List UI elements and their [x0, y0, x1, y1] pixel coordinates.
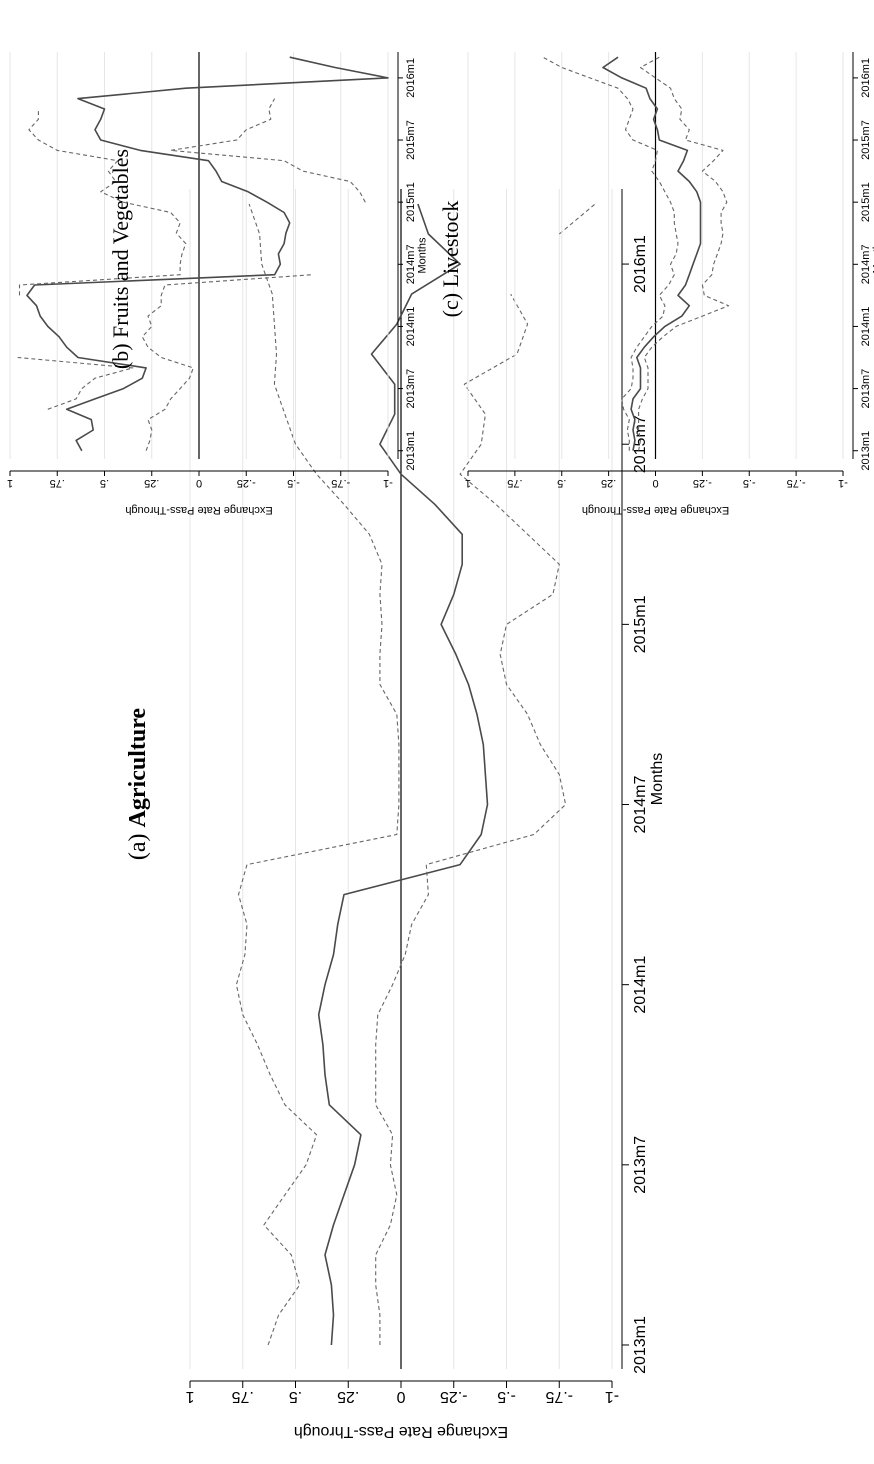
x-axis-title: Months	[649, 753, 666, 805]
panel-livestock: -1 -.75 -.5 -.25 0 .25 .5 .75 1 Exchange Rate Pas…	[438, 52, 874, 516]
y-tick-label: -.75	[331, 477, 350, 489]
x-tick-label: 2014m7	[405, 244, 417, 284]
panel-title-bold: Agriculture	[125, 708, 151, 828]
panel-title: (a) Agriculture	[125, 708, 151, 861]
panel-title-prefix: (a)	[125, 827, 151, 860]
x-axis-title: Months	[872, 237, 874, 274]
estimate-line	[26, 56, 389, 452]
y-tick-label: -1	[605, 1388, 619, 1405]
x-tick-label: 2016m1	[405, 58, 417, 98]
panel-fruits-and-vegetables: -1 -.75 -.5 -.25 0 .25 .5 .75 1 Exchange Rate Pas…	[7, 52, 429, 516]
x-tick-label: 2013m7	[405, 369, 417, 409]
x-tick-label: 2013m7	[860, 369, 872, 409]
confidence-band-line	[141, 98, 366, 451]
x-tick-label: 2014m7	[860, 244, 872, 284]
panel-title: (c) Livestock	[438, 201, 463, 318]
y-tick-label: -.25	[237, 477, 256, 489]
y-tick-label: .75	[232, 1388, 254, 1405]
confidence-band-line	[638, 56, 730, 451]
y-tick-label: -.5	[743, 477, 756, 489]
confidence-band-line	[17, 109, 187, 410]
y-tick-label: -.5	[287, 477, 300, 489]
y-tick-label: .75	[507, 477, 522, 489]
y-tick-label: 0	[652, 477, 658, 489]
y-tick-label: -1	[383, 477, 393, 489]
x-tick-label: 2015m1	[632, 595, 649, 653]
y-tick-label: 1	[465, 477, 471, 489]
y-tick-label: .25	[144, 477, 159, 489]
y-tick-label: 0	[396, 1388, 405, 1405]
confidence-band-line	[542, 56, 679, 451]
estimate-line	[602, 56, 702, 451]
estimate-line	[317, 203, 489, 1346]
y-tick-label: .75	[50, 477, 65, 489]
y-tick-label: -.75	[545, 1388, 573, 1405]
y-tick-label: .25	[601, 477, 616, 489]
y-tick-label: 1	[185, 1388, 194, 1405]
y-tick-label: -1	[838, 477, 848, 489]
y-tick-label: 1	[7, 477, 13, 489]
x-tick-label: 2013m1	[860, 431, 872, 471]
x-tick-label: 2015m1	[405, 182, 417, 222]
y-tick-label: -.75	[787, 477, 806, 489]
y-tick-label: .5	[100, 477, 109, 489]
confidence-band-line	[375, 203, 596, 1345]
y-tick-label: 0	[196, 477, 202, 489]
y-tick-label: .25	[337, 1388, 359, 1405]
x-tick-label: 2014m1	[860, 307, 872, 347]
x-tick-label: 2013m1	[632, 1316, 649, 1374]
y-axis-title: Exchange Rate Pass-Through	[582, 504, 729, 516]
y-tick-label: .5	[289, 1388, 302, 1405]
panel-agriculture: -1 -.75 -.5 -.25 0 .25 .5 .75 1 Exchange Rate Pas…	[125, 189, 666, 1440]
x-tick-label: 2015m7	[860, 120, 872, 160]
y-tick-label: -.25	[440, 1388, 468, 1405]
x-tick-label: 2013m1	[405, 431, 417, 471]
y-tick-label: .5	[557, 477, 566, 489]
x-tick-label: 2016m1	[632, 235, 649, 293]
confidence-band-line	[235, 203, 400, 1346]
x-tick-label: 2016m1	[860, 58, 872, 98]
x-tick-label: 2015m7	[405, 120, 417, 160]
y-axis-title: Exchange Rate Pass-Through	[294, 1423, 508, 1440]
x-axis-title: Months	[417, 237, 429, 274]
panel-title: (b) Fruits and Vegetables	[108, 149, 133, 369]
x-tick-label: 2013m7	[632, 1136, 649, 1194]
y-tick-label: -.25	[693, 477, 712, 489]
y-tick-label: -.5	[497, 1388, 516, 1405]
y-axis-title: Exchange Rate Pass-Through	[125, 504, 272, 516]
x-tick-label: 2015m1	[860, 182, 872, 222]
x-tick-label: 2014m1	[405, 307, 417, 347]
x-tick-label: 2015m7	[632, 415, 649, 473]
x-tick-label: 2014m1	[632, 956, 649, 1014]
rotated-figure-group: -1 -.75 -.5 -.25 0 .25 .5 .75 1 Exchange Rate Pas…	[7, 52, 874, 1440]
x-tick-label: 2014m7	[632, 776, 649, 834]
